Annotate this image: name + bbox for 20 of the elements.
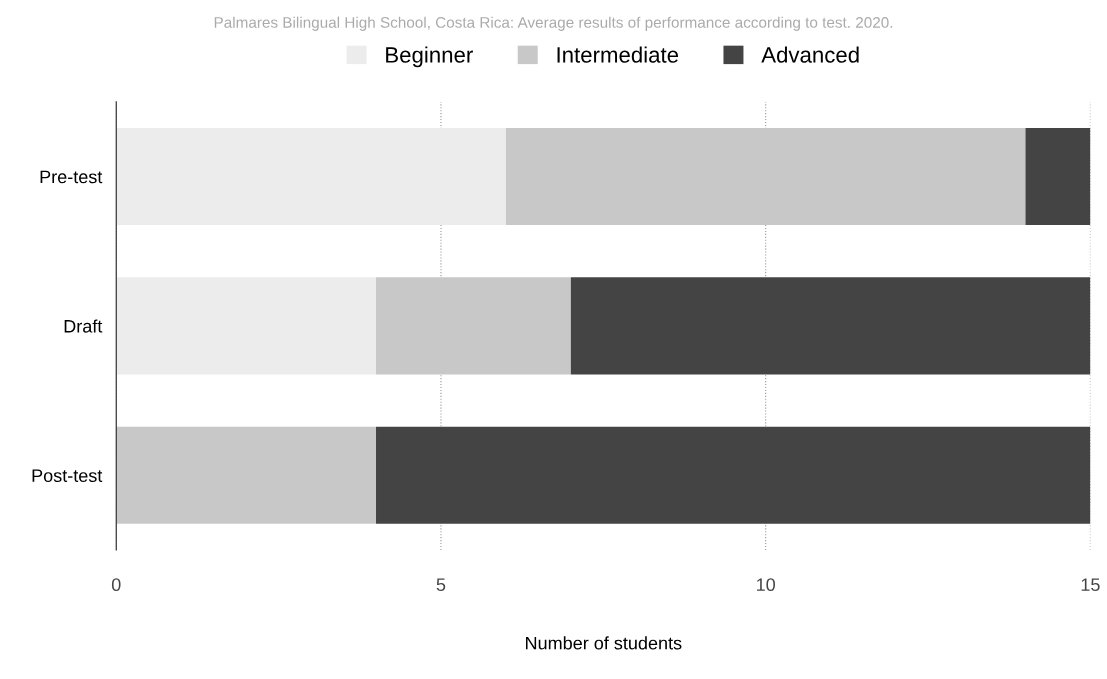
x-axis-title: Number of students — [526, 636, 682, 650]
legend-label: Advanced — [761, 46, 859, 63]
x-tick-label: 5 — [436, 578, 446, 592]
bar — [116, 277, 377, 375]
y-tick-label: Pre-test — [40, 170, 103, 184]
bar — [1025, 127, 1091, 226]
y-tick-label: Post-test — [32, 469, 103, 483]
bar — [376, 277, 571, 375]
legend-label: Beginner — [386, 46, 473, 68]
legend-label: Intermediate — [557, 46, 679, 63]
x-tick-label: 0 — [111, 578, 121, 592]
bar — [116, 127, 506, 226]
bar — [116, 426, 377, 524]
bar — [570, 277, 1091, 375]
x-tick-label: 15 — [1081, 578, 1100, 592]
y-tick-label: Draft — [64, 319, 103, 333]
x-tick-label: 10 — [757, 578, 776, 592]
bar — [505, 127, 1026, 226]
chart-title: Palmares Bilingual High School, Costa Rica: Average results of performance according to test. 2020. — [214, 16, 893, 31]
bar — [376, 426, 1091, 524]
